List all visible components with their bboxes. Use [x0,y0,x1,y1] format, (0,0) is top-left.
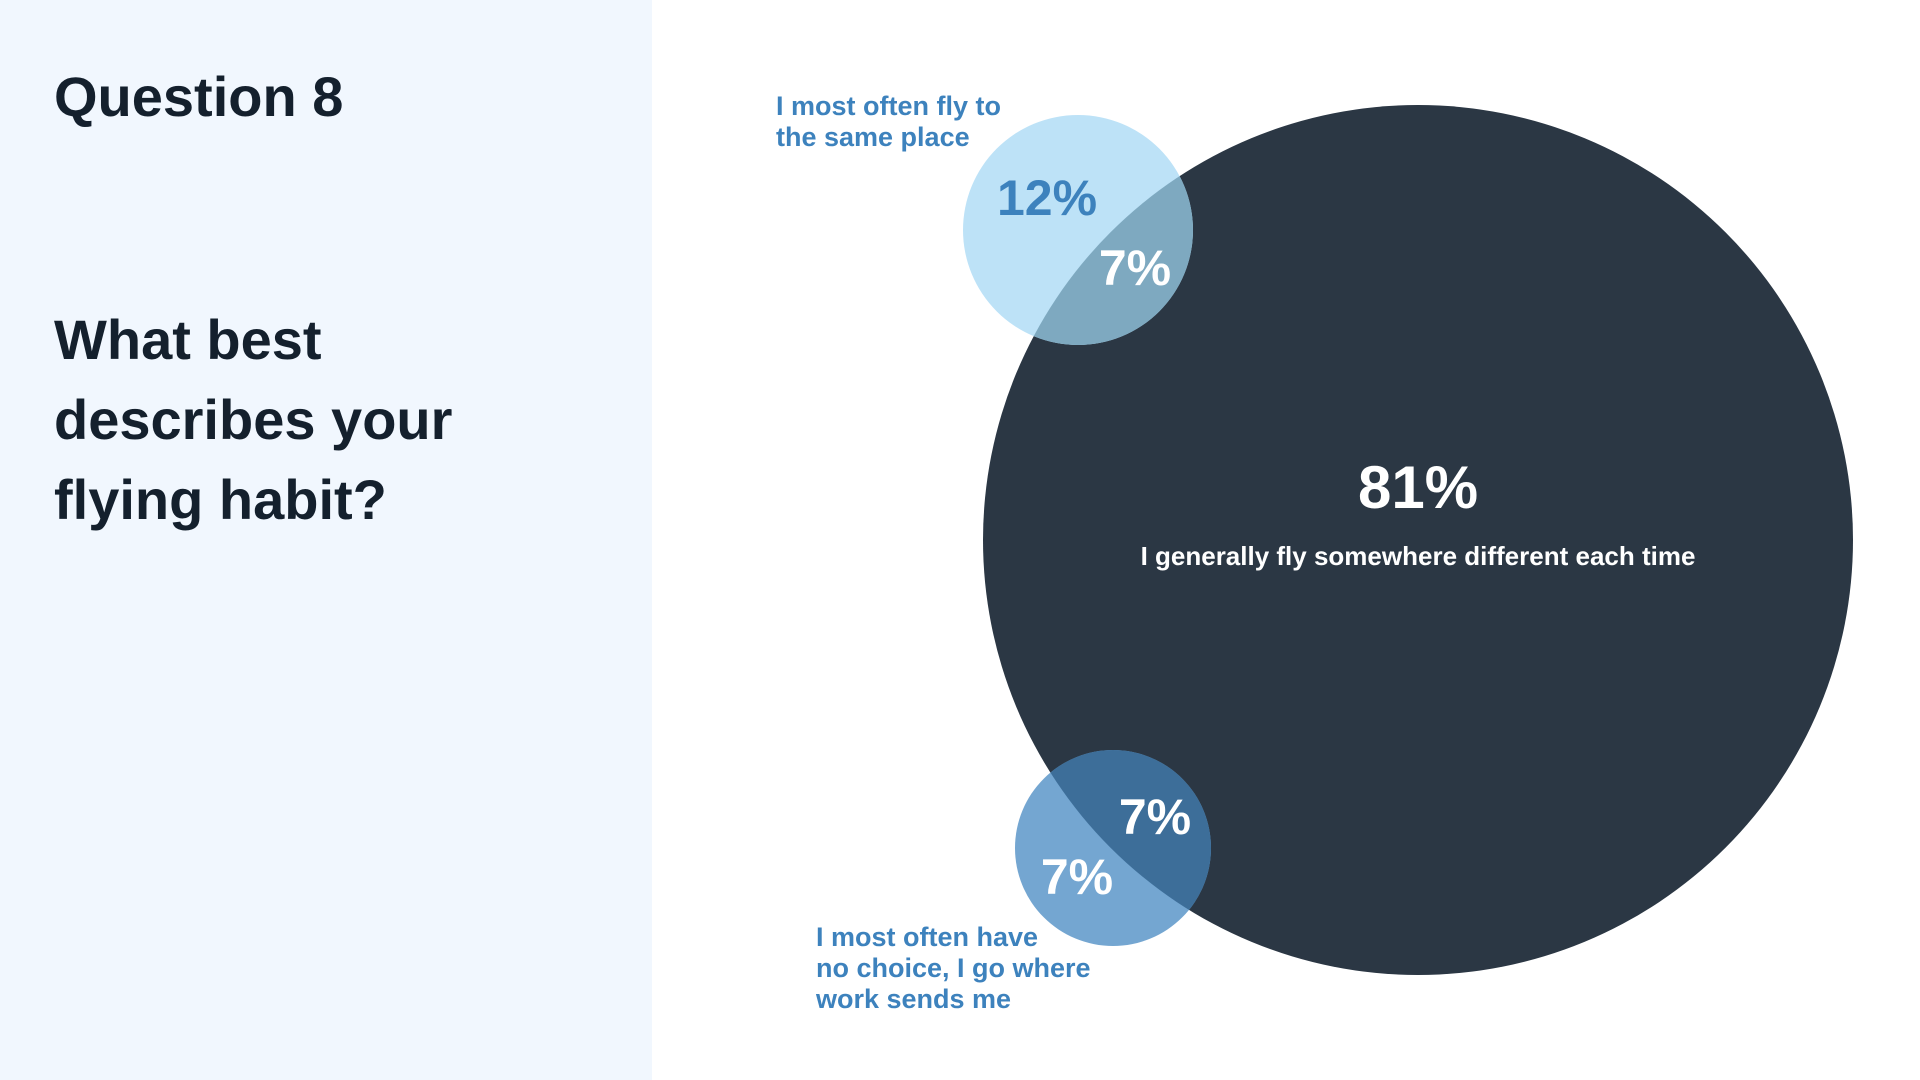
main-set-name-label: I generally fly somewhere different each… [1141,541,1696,571]
question-text: What best describes your flying habit? [54,308,453,531]
top-set-name-line-2: the same place [776,122,970,152]
bottom-overlap-value-label: 7% [1119,789,1191,845]
bottom-set-name-line-2: no choice, I go where [816,953,1091,983]
top-set-value-label: 12% [997,170,1097,226]
bottom-set-value-label: 7% [1041,849,1113,905]
top-set-name-line-1: I most often fly to [776,91,1001,121]
top-overlap-value-label: 7% [1099,240,1171,296]
bottom-set-name-line-3: work sends me [815,984,1011,1014]
venn-circle-different-each-time [983,105,1853,975]
main-set-value-label: 81% [1358,454,1478,521]
question-number: Question 8 [54,65,344,128]
question-panel: Question 8 What best describes your flyi… [0,0,652,1080]
bottom-set-name-line-1: I most often have [816,922,1038,952]
